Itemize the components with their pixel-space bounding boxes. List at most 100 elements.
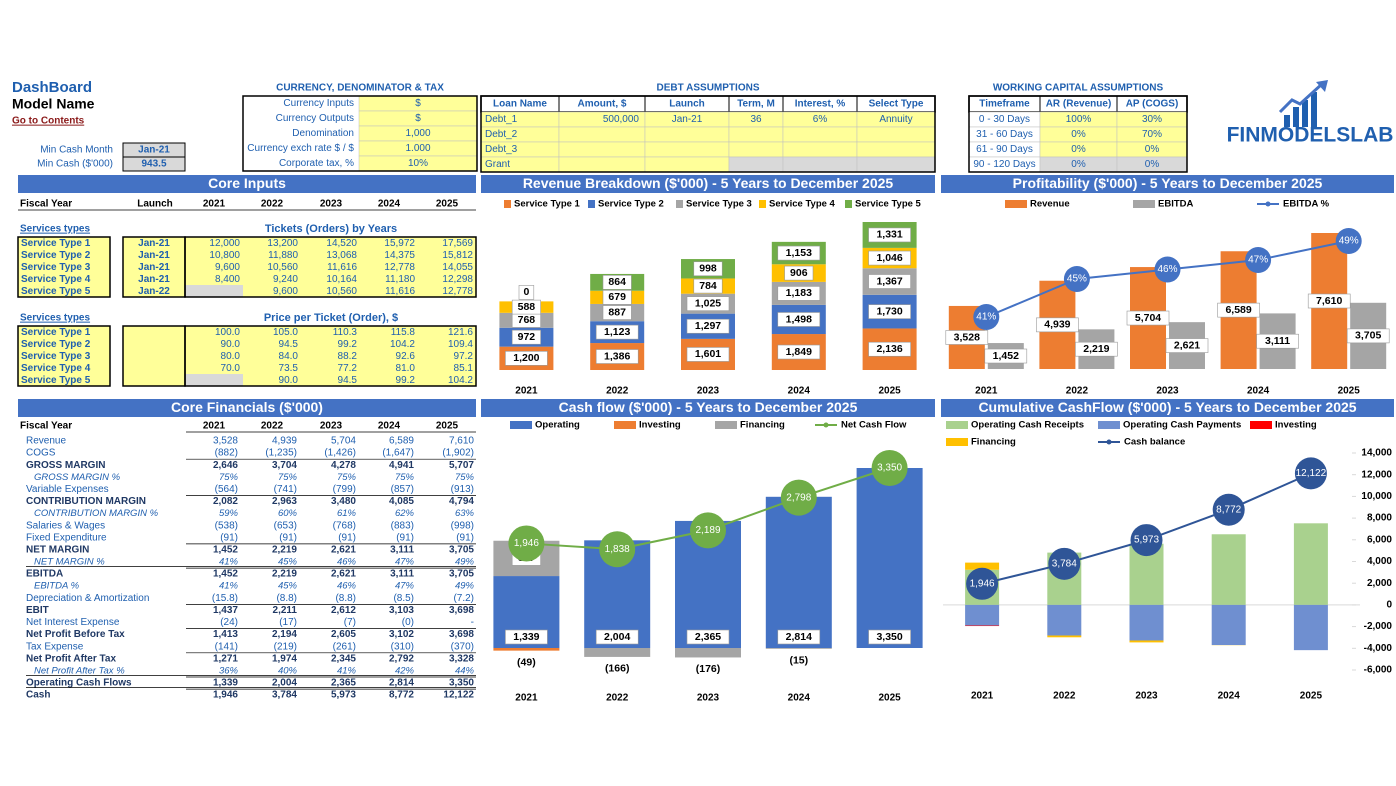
legend-swatch [946,438,968,446]
bar-segment [675,648,741,658]
section-label: Services types [20,224,90,235]
row-value: 40% [278,665,298,676]
row-value: (24) [220,617,238,628]
row-value: 3,698 [449,605,474,616]
data-label: 7,610 [1316,295,1342,307]
row-value: 1,437 [213,605,238,616]
data-label: 1,339 [513,631,539,643]
input-label: Currency Inputs [283,98,354,109]
kpi-value: Jan-21 [138,145,170,156]
row-value: 45% [278,557,298,568]
logo-arrow [1278,82,1324,114]
column-header: 2025 [436,199,459,210]
x-tick-label: 2024 [1218,691,1241,702]
value-cell [418,338,476,350]
column-header: Launch [669,99,705,110]
legend-swatch [1098,421,1120,429]
legend-label: EBITDA [1158,199,1194,210]
row-value: (91) [220,532,238,543]
x-tick-label: 2023 [697,386,720,397]
logo-icon [1278,80,1328,127]
value-cell [418,350,476,362]
logo-bar [1302,100,1308,127]
data-label: 3,350 [876,631,902,643]
section-title: Core Financials ($'000) [171,399,323,415]
y-tick-label: 12,000 [1361,469,1392,480]
value-cell [185,350,243,362]
column-header: Term, M [737,99,775,110]
launch-cell [123,273,185,285]
table-value: Jan-21 [672,114,703,125]
label-box [777,629,821,645]
data-label: 2,219 [1083,343,1109,355]
table-value: 85.1 [454,363,474,374]
data-label: 6,589 [1225,304,1251,316]
data-label: 1,200 [513,352,539,364]
value-cell [243,362,301,374]
value-cell [360,374,418,386]
value-cell [301,362,360,374]
value-cell [301,326,360,338]
row-value: 49% [455,581,475,592]
table-cell [856,141,936,158]
row-value: 1,946 [213,690,238,701]
row-value: (998) [451,520,474,531]
table-value: 11,616 [385,286,415,297]
row-value: 4,939 [272,436,297,447]
row-label: EBITDA [26,569,63,580]
x-tick-label: 2024 [1247,386,1270,397]
table-cell [728,141,784,158]
row-value: 46% [337,581,357,592]
data-label: 784 [699,280,717,292]
label-box [868,341,911,357]
label-box [868,629,911,645]
row-value: (8.8) [335,593,356,604]
y-tick-label: 2,000 [1367,578,1392,589]
line-marker [780,479,817,516]
legend-swatch [946,421,968,429]
value-cell [418,362,476,374]
legend-swatch [1250,421,1272,429]
launch-date: Jan-22 [138,286,170,297]
table-value: 88.2 [338,351,358,362]
table-value: 0 - 30 Days [979,114,1030,125]
table-value: 97.2 [454,351,474,362]
legend-label: Financing [740,420,785,431]
table-value: 9,600 [273,286,298,297]
row-value: 1,339 [213,678,238,689]
row-value: (17) [279,617,297,628]
x-tick-label: 2025 [1338,386,1361,397]
legend-label: Operating [535,420,580,431]
table-value: 13,200 [267,238,298,249]
data-label: 1,297 [695,320,721,332]
data-label: 2,189 [695,525,720,536]
logo-arrow-head [1316,80,1328,92]
column-header: 2023 [320,199,343,210]
row-label: NET MARGIN % [34,557,105,568]
y-tick-label: -2,000 [1364,621,1393,632]
row-value: 2,345 [331,653,356,664]
contents-link[interactable]: Go to Contents [12,116,85,127]
table-value: 99.2 [396,375,416,386]
label-box [511,329,541,345]
x-tick-label: 2023 [1135,691,1158,702]
value-cell [418,374,476,386]
row-value: 3,328 [449,653,474,664]
section-title: Cumulative CashFlow ($'000) - 5 Years to… [978,399,1356,415]
legend-swatch [588,200,595,208]
table-value: 31 - 60 Days [976,129,1033,140]
x-tick-label: 2022 [606,693,629,704]
row-value: (141) [215,641,238,652]
name-cell [18,237,110,249]
value-cell [360,362,418,374]
table-value: 12,778 [442,286,473,297]
label-box [595,349,639,364]
table-value: 0% [1145,159,1160,170]
group-border [184,236,477,298]
row-value: (913) [451,484,474,495]
row-value: 75% [337,472,357,483]
row-value: 1,974 [272,653,297,664]
table-value: 15,972 [384,238,415,249]
data-label: 1,153 [786,247,812,259]
legend-label: Investing [639,420,681,431]
